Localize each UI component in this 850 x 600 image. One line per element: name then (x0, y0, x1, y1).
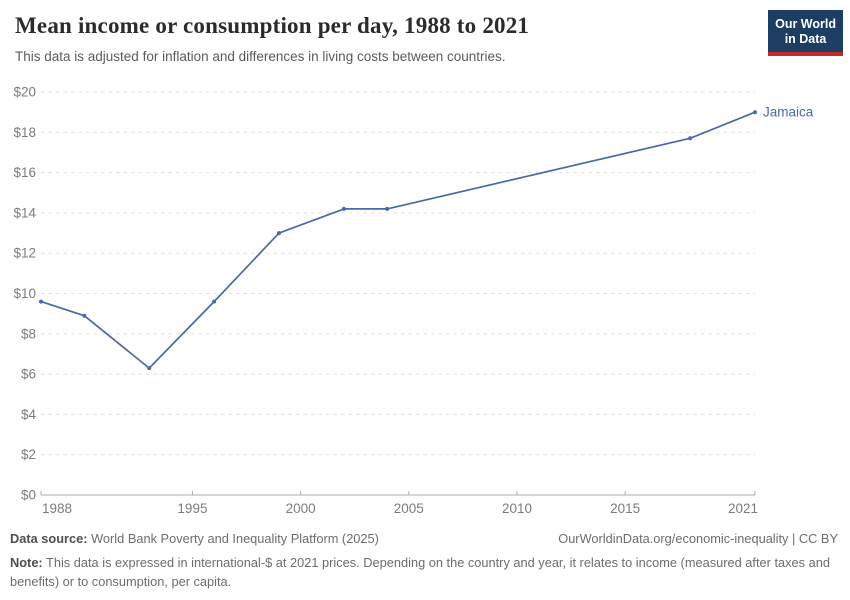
note-text: This data is expressed in international-… (10, 555, 830, 590)
owid-logo-line2: in Data (784, 32, 827, 46)
chart-footer: Data source: World Bank Poverty and Ineq… (10, 531, 838, 591)
data-point-marker (147, 366, 152, 371)
data-point-marker (688, 136, 693, 141)
data-point-marker (385, 206, 390, 211)
x-axis-tick-label: 2021 (728, 501, 758, 516)
y-axis-tick-label: $2 (21, 447, 36, 462)
owid-logo-line1: Our World (775, 17, 836, 31)
y-axis-tick-label: $6 (21, 367, 36, 382)
data-point-marker (39, 299, 43, 304)
data-point-marker (341, 206, 346, 211)
chart-note: Note: This data is expressed in internat… (10, 553, 838, 591)
x-axis-tick-label: 2010 (502, 501, 532, 516)
data-source-label: Data source: (10, 531, 88, 546)
x-axis-tick-label: 2005 (394, 501, 424, 516)
x-axis-tick-label: 1988 (42, 501, 72, 516)
data-point-marker (212, 299, 217, 304)
y-axis-tick-label: $8 (21, 326, 36, 341)
y-axis-tick-label: $10 (13, 286, 36, 301)
y-axis-tick-label: $16 (13, 165, 36, 180)
y-axis-tick-label: $12 (13, 246, 36, 261)
data-point-marker (277, 231, 281, 236)
note-label: Note: (10, 555, 43, 570)
y-axis-tick-label: $0 (21, 488, 36, 503)
chart-title: Mean income or consumption per day, 1988… (15, 13, 530, 38)
series-label-jamaica[interactable]: Jamaica (763, 105, 814, 120)
chart-header: Mean income or consumption per day, 1988… (15, 12, 760, 64)
x-axis-tick-label: 2000 (286, 501, 316, 516)
data-source: Data source: World Bank Poverty and Ineq… (10, 531, 379, 546)
y-axis-tick-label: $18 (13, 125, 36, 140)
data-point-marker (82, 313, 87, 318)
owid-logo[interactable]: Our World in Data (768, 10, 843, 56)
x-axis-tick-label: 1995 (177, 501, 207, 516)
jamaica-line (40, 111, 756, 369)
y-axis-tick-label: $14 (13, 205, 36, 220)
x-axis-tick-label: 2015 (610, 501, 640, 516)
data-point-marker (753, 110, 757, 115)
data-source-text: World Bank Poverty and Inequality Platfo… (87, 531, 379, 546)
y-axis-tick-label: $20 (13, 85, 36, 100)
chart-subtitle: This data is adjusted for inflation and … (15, 48, 506, 64)
y-axis-tick-label: $4 (21, 407, 37, 422)
attribution-link[interactable]: OurWorldinData.org/economic-inequality |… (558, 531, 838, 546)
